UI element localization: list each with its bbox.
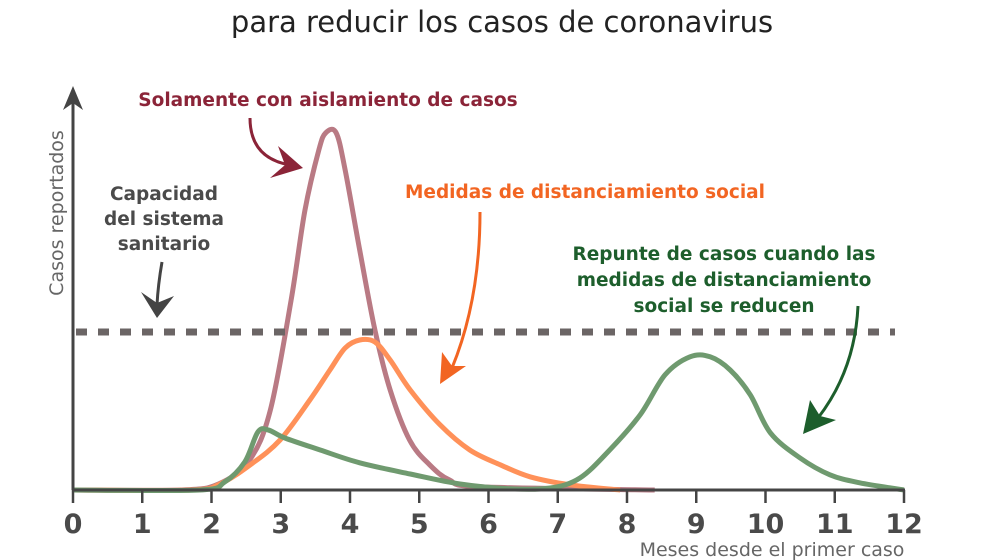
capacity-annotation: Capacidad del sistema sanitario	[104, 184, 224, 255]
x-tick-label: 11	[816, 509, 854, 540]
capacity-label-3: sanitario	[118, 234, 211, 255]
capacity-label-2: del sistema	[104, 209, 224, 230]
x-tick-label: 4	[341, 509, 360, 540]
capacity-label-1: Capacidad	[110, 184, 218, 205]
distancing-curve	[72, 336, 621, 493]
x-tick-label: 7	[548, 509, 567, 540]
isolation-label: Solamente con aislamiento de casos	[138, 90, 517, 111]
curves	[72, 126, 905, 494]
rebound-label-3: social se reducen	[633, 296, 814, 317]
distancing-label: Medidas de distanciamiento social	[405, 182, 765, 203]
distancing-arrowhead-icon	[440, 352, 466, 384]
rebound-label-2: medidas de distanciamiento	[577, 270, 872, 291]
x-axis-label: Meses desde el primer caso	[640, 539, 905, 560]
capacity-arrow-icon	[155, 261, 164, 306]
x-tick-label: 12	[885, 509, 923, 540]
capacity-arrowhead-icon	[141, 292, 174, 318]
isolation-arrow-icon	[248, 117, 291, 167]
rebound-curve	[72, 352, 905, 494]
x-tick-label: 6	[479, 509, 498, 540]
x-tick-label: 8	[618, 509, 637, 540]
x-tick-label: 0	[64, 509, 83, 540]
rebound-arrow-icon	[816, 305, 860, 419]
x-tick-label: 10	[747, 509, 785, 540]
x-tick-label: 1	[133, 509, 152, 540]
x-tick-label: 2	[202, 509, 221, 540]
rebound-arrowhead-icon	[803, 400, 836, 434]
isolation-arrowhead-icon	[270, 146, 303, 178]
isolation-curve	[72, 126, 655, 493]
y-axis-label: Casos reportados	[46, 130, 68, 296]
x-tick-label: 5	[410, 509, 429, 540]
x-ticks: 0 1 2 3 4 5 6 7 8 9 10 11 12	[64, 490, 923, 540]
chart-title: para reducir los casos de coronavirus	[231, 5, 773, 39]
y-axis-arrow-icon	[63, 86, 83, 110]
distancing-arrow-icon	[450, 211, 482, 369]
rebound-label-1: Repunte de casos cuando las	[572, 244, 875, 265]
x-tick-label: 9	[687, 509, 706, 540]
x-tick-label: 3	[271, 509, 290, 540]
